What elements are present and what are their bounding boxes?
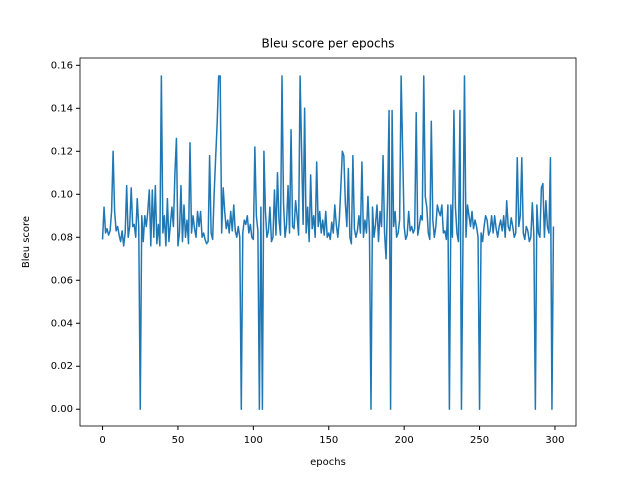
x-tick-label: 250	[470, 435, 489, 446]
plot-frame	[79, 57, 577, 427]
x-tick-label: 150	[319, 435, 338, 446]
x-tick-label: 50	[172, 435, 185, 446]
y-tick-label: 0.14	[51, 103, 73, 114]
y-tick-label: 0.08	[51, 232, 73, 243]
chart-title: Bleu score per epochs	[262, 37, 395, 51]
x-axis-label: epochs	[310, 457, 346, 468]
y-tick-label: 0.16	[51, 60, 73, 71]
y-tick-label: 0.12	[51, 146, 73, 157]
y-tick-label: 0.00	[51, 404, 73, 415]
x-tick-label: 300	[545, 435, 564, 446]
y-tick-label: 0.04	[51, 318, 73, 329]
y-axis-label: Bleu score	[21, 216, 32, 268]
y-tick-label: 0.10	[51, 189, 73, 200]
x-tick-label: 100	[244, 435, 263, 446]
x-tick-label: 0	[99, 435, 105, 446]
x-tick-label: 200	[395, 435, 414, 446]
y-tick-label: 0.02	[51, 361, 73, 372]
y-tick-label: 0.06	[51, 275, 73, 286]
data-line	[101, 75, 555, 410]
